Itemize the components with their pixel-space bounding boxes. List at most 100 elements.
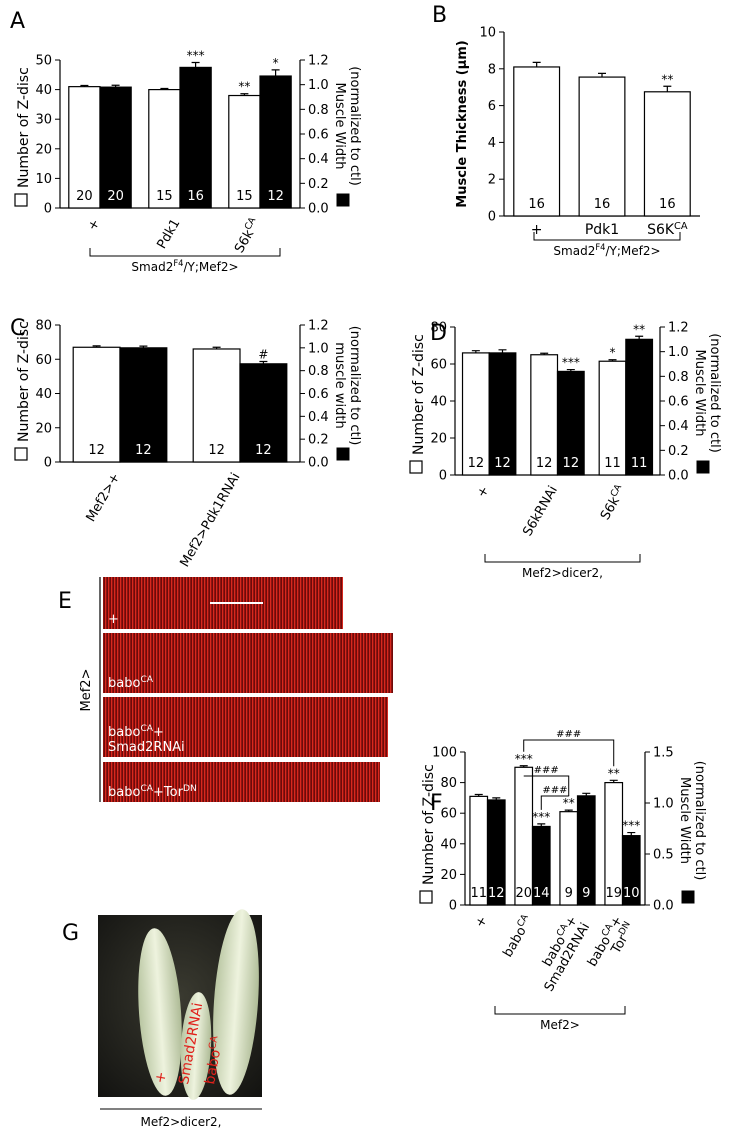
x-tick-label: + (85, 217, 103, 234)
y2-tick-label: 0.0 (668, 469, 689, 484)
y-tick-label: 0 (449, 899, 457, 914)
n-label: 14 (533, 886, 550, 901)
image-label: baboCA+TorDN (108, 784, 197, 800)
y2-tick-label: 1.0 (308, 341, 329, 356)
significance: * (273, 56, 279, 70)
bar (192, 348, 241, 463)
y-tick-label: 40 (440, 837, 457, 852)
group-label: Smad2F4/Y;Mef2> (553, 242, 660, 258)
y-tick-label: 80 (440, 776, 457, 791)
group-bracket (89, 248, 281, 257)
group-bracket (494, 1006, 626, 1015)
y2-tick-label: 0.8 (308, 103, 329, 118)
error-bar (492, 797, 501, 800)
superscript: F4 (173, 258, 183, 268)
label-part: babo (108, 676, 140, 691)
n-label: 20 (515, 886, 532, 901)
bar (488, 352, 517, 476)
error-bar (471, 350, 480, 353)
comparison-bracket (523, 775, 570, 797)
error-bar (609, 779, 618, 783)
y-axis-label: Number of Z-disc (411, 334, 427, 455)
label-part: babo (108, 725, 140, 740)
larva (180, 992, 212, 1100)
significance: ** (633, 322, 645, 336)
x-tick-label: baboCA+TorDN (584, 913, 638, 976)
y-tick-label: 6 (488, 99, 496, 114)
superscript: CA (674, 221, 688, 232)
larva-label: + (152, 1070, 170, 1084)
caption: Mef2>dicer2, (141, 1115, 222, 1129)
y2-tick-label: 0.8 (668, 370, 689, 385)
y-axis-label: Muscle Thickness (µm) (455, 40, 470, 207)
label-part: babo (585, 934, 614, 970)
superscript: CA (207, 1035, 220, 1051)
significance: *** (622, 819, 640, 833)
comparison-label: ### (542, 785, 567, 796)
x-tick-label: Mef2>+ (84, 471, 124, 525)
y-tick-label: 10 (479, 26, 496, 41)
y-tick-label: 60 (440, 807, 457, 822)
error-bar (608, 359, 617, 362)
n-label: 16 (659, 197, 676, 212)
panel-letter: F (430, 791, 443, 816)
y2-tick-label: 1.0 (308, 78, 329, 93)
x-tick-label: S6kCA (597, 482, 630, 522)
significance: *** (532, 810, 550, 824)
y2-tick-label: 0.2 (308, 177, 329, 192)
n-label: 15 (236, 189, 253, 204)
n-label: 12 (88, 443, 105, 458)
y2-axis-label: Muscle Width (692, 350, 707, 437)
y-tick-label: 4 (488, 136, 496, 151)
n-label: 20 (107, 189, 124, 204)
y-tick-label: 0 (439, 469, 447, 484)
y2-axis-label: (normalized to ctl) (347, 66, 362, 186)
error-bar (212, 346, 221, 349)
error-bar (532, 61, 541, 67)
y2-axis-label: (normalized to ctl) (707, 333, 722, 453)
y2-axis-label: Muscle Width (677, 777, 692, 864)
n-label: 11 (631, 456, 648, 471)
significance: # (258, 348, 268, 362)
n-label: 9 (582, 886, 590, 901)
y2-tick-label: 0.2 (308, 433, 329, 448)
y-tick-label: 20 (430, 432, 447, 447)
significance: ** (238, 80, 250, 94)
group-bracket (484, 554, 641, 563)
error-bar (519, 765, 528, 768)
error-bar (635, 335, 644, 340)
error-bar (537, 823, 546, 827)
y2-tick-label: 1.2 (308, 319, 329, 334)
bar (68, 86, 101, 209)
significance: ** (661, 72, 673, 86)
y-tick-label: 50 (35, 54, 52, 69)
n-label: 12 (563, 456, 580, 471)
y-tick-label: 10 (35, 172, 52, 187)
bar (578, 76, 626, 217)
y2-axis-label: muscle width (332, 342, 347, 428)
label-part: S6k (232, 227, 257, 256)
error-bar (663, 85, 672, 92)
n-label: 11 (470, 886, 487, 901)
y2-tick-label: 1.0 (668, 345, 689, 360)
error-bar (191, 61, 200, 68)
error-bar (240, 93, 249, 96)
error-bar (540, 352, 549, 355)
label-part: Smad2 (131, 260, 173, 274)
y-tick-label: 80 (35, 319, 52, 334)
n-label: 12 (494, 456, 511, 471)
panel-letter: C (10, 316, 25, 341)
x-tick-label: Pdk1 (155, 217, 184, 252)
legend-swatch (14, 447, 28, 461)
x-tick-label: S6kCA (231, 215, 264, 255)
y2-tick-label: 0.2 (668, 444, 689, 459)
y-axis-label: Number of Z-disc (16, 321, 32, 442)
n-label: 20 (76, 189, 93, 204)
group-label: Smad2F4/Y;Mef2> (131, 258, 238, 274)
image-label: baboCA+ Smad2RNAi (108, 724, 185, 755)
y-tick-label: 0 (488, 210, 496, 225)
panel-letter: B (432, 3, 447, 28)
x-tick-label: + (531, 222, 543, 238)
y-tick-label: 80 (430, 321, 447, 336)
y2-tick-label: 1.2 (308, 54, 329, 69)
